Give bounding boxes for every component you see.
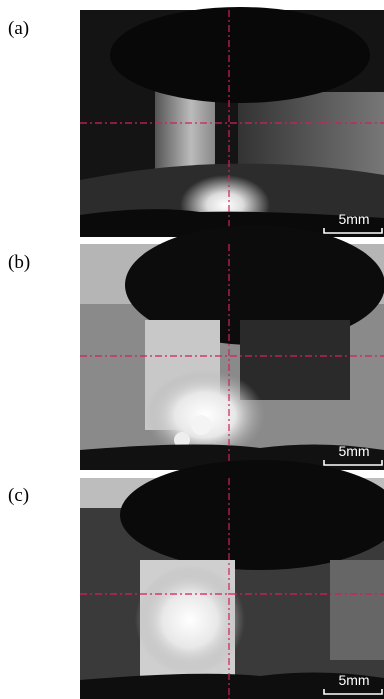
- panel-label: (b): [8, 252, 30, 273]
- panel-a: 5mm (a): [8, 7, 384, 237]
- panel-label: (c): [8, 485, 29, 506]
- panel-c: 5mm (c): [8, 460, 384, 699]
- page: 5mm (a) 5mm (b) 5mm (c) (() => { const d…: [0, 0, 384, 699]
- scale-bar-label: 5mm: [338, 211, 369, 227]
- panel-b: 5mm (b): [8, 225, 384, 470]
- figure: 5mm (a) 5mm (b) 5mm (c): [0, 0, 384, 699]
- panel-label: (a): [8, 18, 29, 39]
- scale-bar-label: 5mm: [338, 443, 369, 459]
- scale-bar-label: 5mm: [338, 672, 369, 688]
